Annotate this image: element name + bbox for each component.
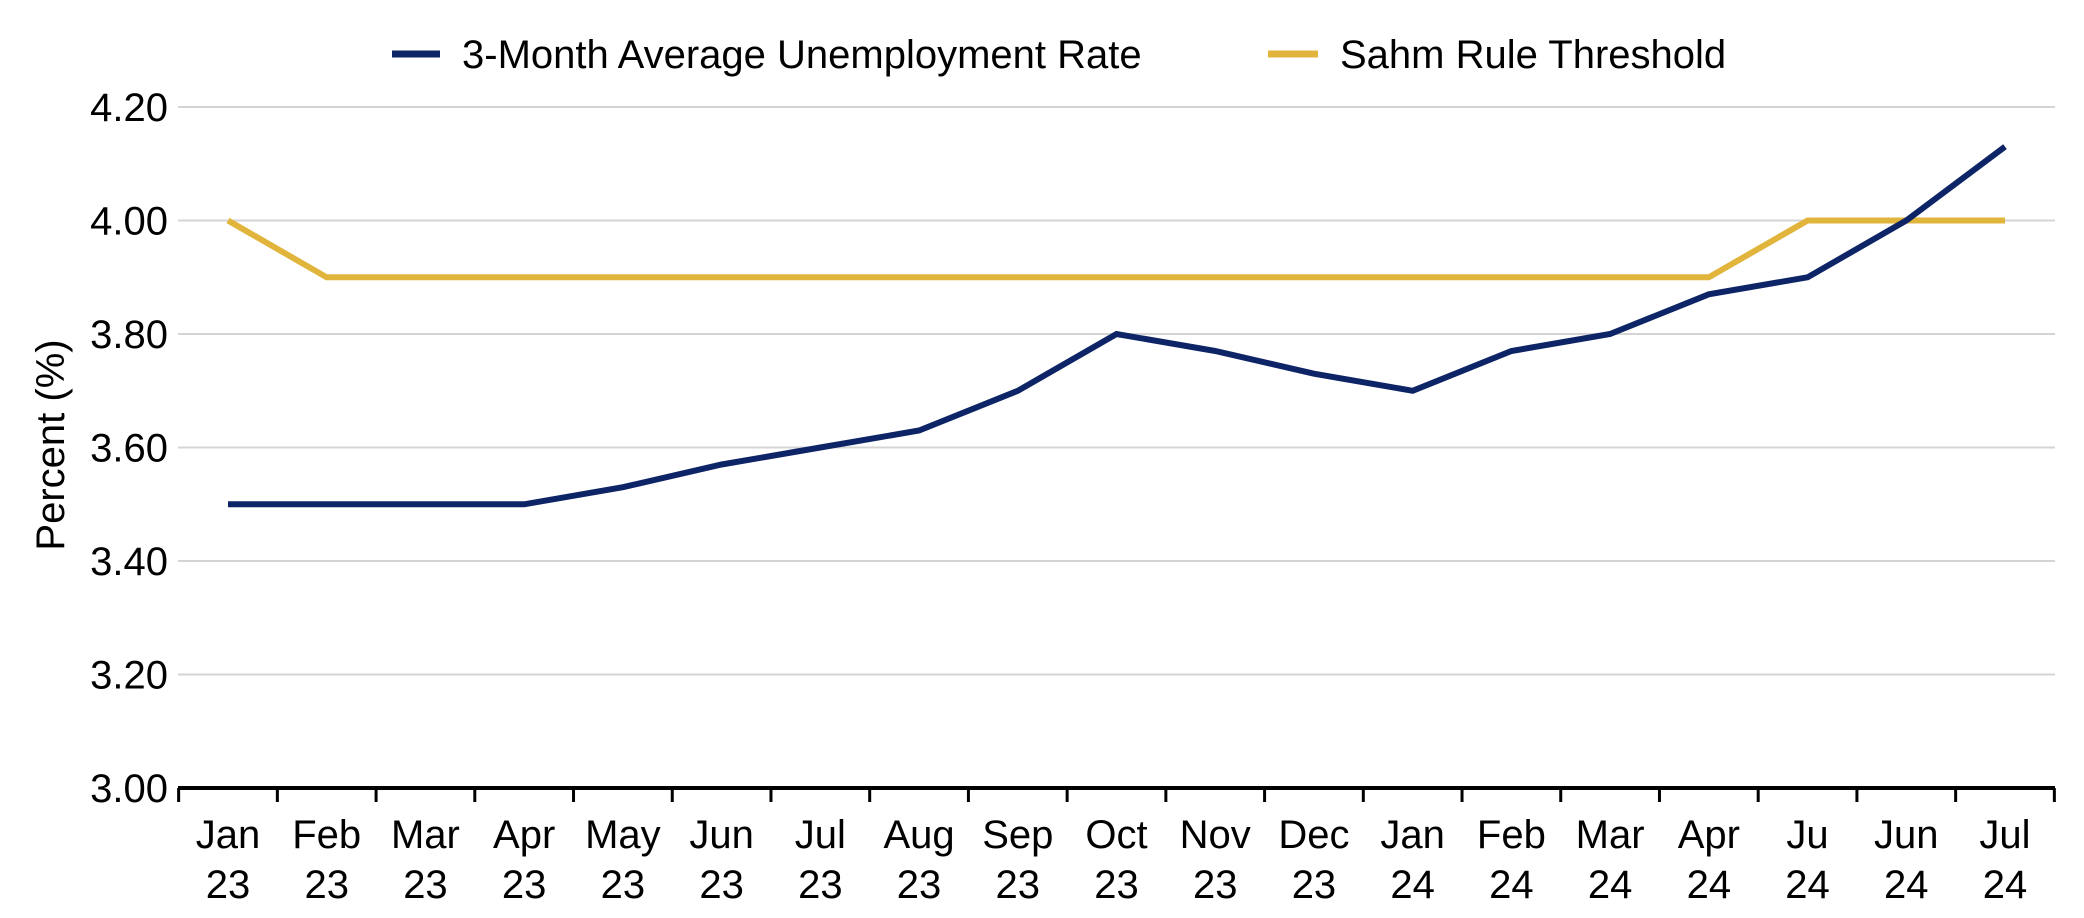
x-tick-label-year: 23 xyxy=(601,863,646,907)
x-tick-label-year: 23 xyxy=(1193,863,1238,907)
y-tick-label: 3.80 xyxy=(90,313,168,357)
x-tick-label-year: 24 xyxy=(1687,863,1732,907)
x-tick-label-month: Jan xyxy=(1380,813,1445,857)
x-tick-label-month: Jun xyxy=(1874,813,1939,857)
y-tick-label: 4.00 xyxy=(90,200,168,244)
x-tick-label-month: Jul xyxy=(1979,813,2030,857)
legend-label: Sahm Rule Threshold xyxy=(1340,33,1726,77)
x-tick-label-month: Jan xyxy=(196,813,261,857)
x-tick-label-year: 23 xyxy=(1094,863,1139,907)
legend: 3-Month Average Unemployment Rate Sahm Ru… xyxy=(392,33,1726,77)
x-tick-label-month: Jul xyxy=(795,813,846,857)
x-tick-label-month: Dec xyxy=(1278,813,1349,857)
series-line-sahm-rule-threshold xyxy=(226,217,2005,281)
x-tick-label-year: 23 xyxy=(403,863,448,907)
x-tick-label-month: Mar xyxy=(1576,813,1645,857)
x-tick-label-year: 23 xyxy=(502,863,547,907)
x-tick-label-month: Mar xyxy=(391,813,460,857)
x-tick-label-year: 24 xyxy=(1390,863,1435,907)
x-tick-label-year: 24 xyxy=(1785,863,1830,907)
y-axis-title: Percent (%) xyxy=(29,339,73,550)
x-tick-label-month: Feb xyxy=(1477,813,1546,857)
x-tick-label-year: 24 xyxy=(1588,863,1633,907)
x-tick-label-month: Jun xyxy=(689,813,754,857)
x-tick-label-month: Aug xyxy=(883,813,954,857)
x-tick-label-year: 23 xyxy=(699,863,744,907)
y-tick-label: 3.00 xyxy=(90,767,168,811)
x-tick-label-year: 23 xyxy=(206,863,251,907)
x-tick-label-month: Apr xyxy=(493,813,555,857)
y-axis-ticks: 3.00 3.20 3.40 3.60 3.80 4.00 4.20 xyxy=(90,86,168,811)
y-tick-label: 4.20 xyxy=(90,86,168,130)
x-tick-label-month: Apr xyxy=(1678,813,1740,857)
x-tick-label-year: 23 xyxy=(1292,863,1337,907)
x-tick-label-year: 23 xyxy=(304,863,349,907)
x-tick-label-month: May xyxy=(585,813,661,857)
x-tick-label-month: Nov xyxy=(1180,813,1251,857)
series-line-3-month-average-unemployment-rate xyxy=(228,144,2007,508)
x-tick-label-month: Sep xyxy=(982,813,1053,857)
series-lines xyxy=(226,144,2007,508)
y-tick-label: 3.20 xyxy=(90,654,168,698)
x-tick-label-year: 24 xyxy=(1489,863,1534,907)
x-tick-label-year: 24 xyxy=(1884,863,1929,907)
x-tick-label-year: 23 xyxy=(996,863,1041,907)
x-axis: Jan 23 Feb 23 Mar 23 Apr 23 May 23 Jun 23 Jul 23 Aug 23… xyxy=(177,786,2056,907)
y-tick-label: 3.60 xyxy=(90,427,168,471)
x-tick-label-month: Oct xyxy=(1085,813,1147,857)
x-tick-label-year: 23 xyxy=(798,863,843,907)
x-tick-label-year: 24 xyxy=(1983,863,2028,907)
y-tick-label: 3.40 xyxy=(90,540,168,584)
x-tick-label-month: Feb xyxy=(292,813,361,857)
x-tick-label-month: Ju xyxy=(1786,813,1828,857)
x-tick-label-year: 23 xyxy=(897,863,942,907)
legend-label: 3-Month Average Unemployment Rate xyxy=(462,33,1142,77)
gridlines xyxy=(178,106,2055,676)
